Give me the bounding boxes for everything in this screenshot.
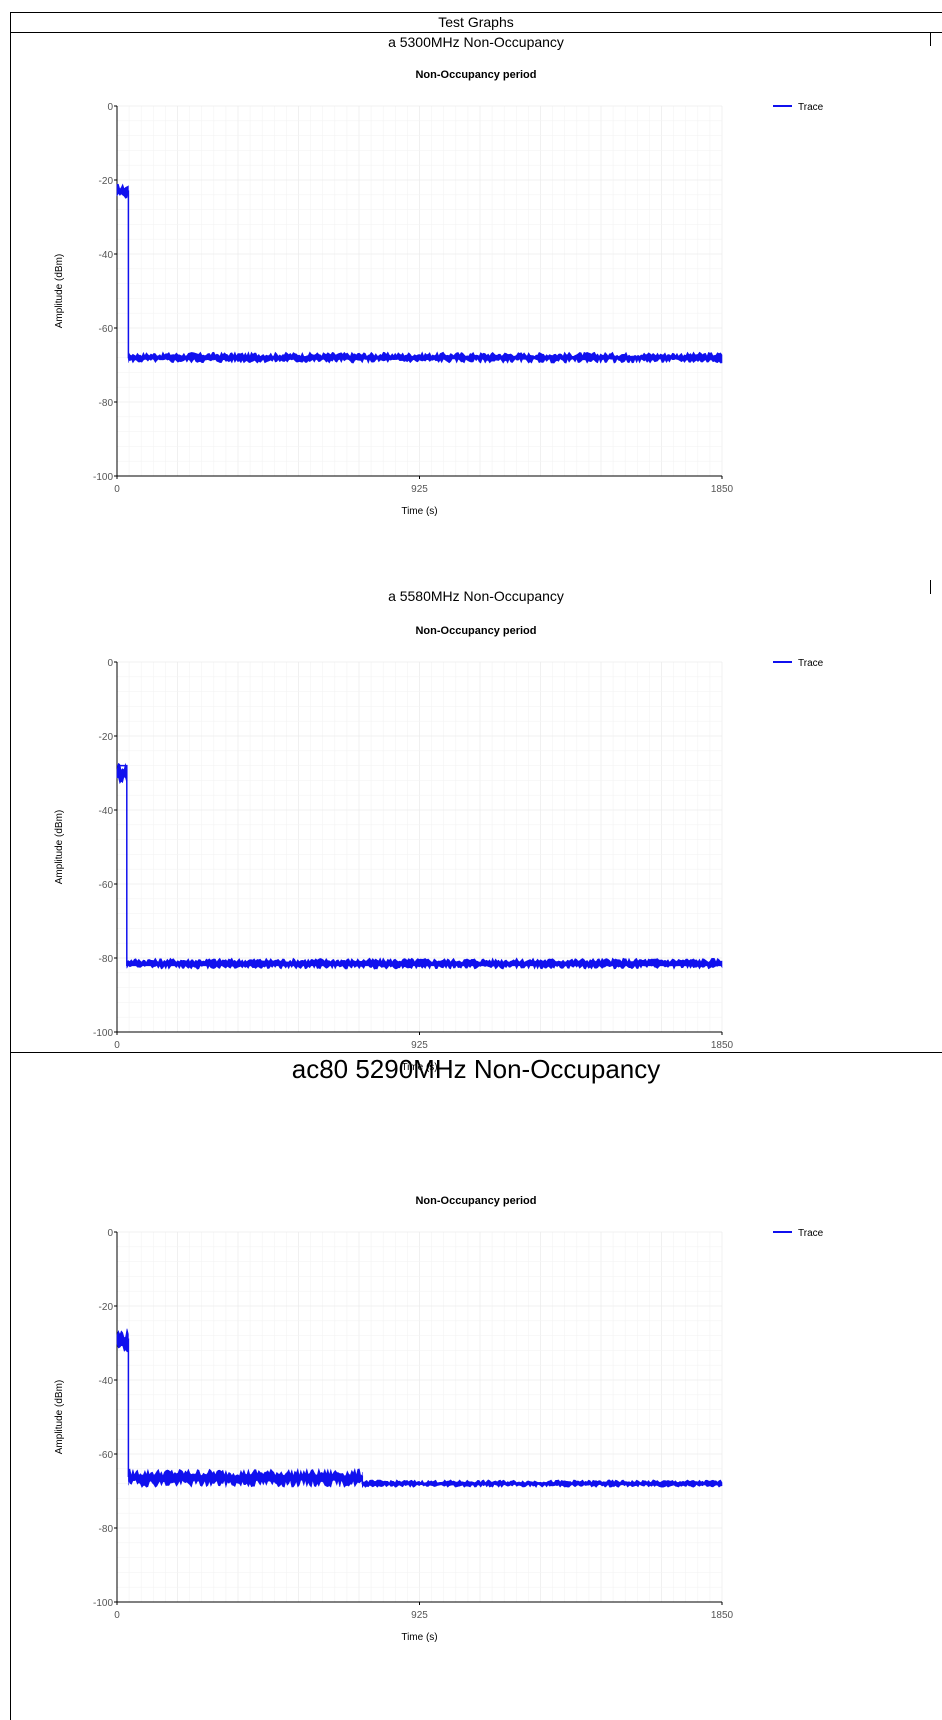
legend-label: Trace [798, 102, 824, 113]
series-band [116, 1328, 723, 1489]
section-title: ac80 5290MHz Non-Occupancy [291, 1054, 661, 1084]
divider-tick [930, 32, 931, 46]
page-title: Test Graphs [438, 14, 514, 30]
y-tick-label: -100 [93, 1028, 113, 1039]
x-tick-label: 1850 [711, 1610, 734, 1621]
series-band [116, 183, 723, 364]
x-tick-label: 0 [114, 484, 120, 495]
divider-tick [10, 580, 11, 594]
divider-tick [930, 580, 931, 594]
x-tick-label: 0 [114, 1610, 120, 1621]
section-title: a 5300MHz Non-Occupancy [388, 34, 564, 50]
chart-title: Non-Occupancy period [415, 625, 536, 637]
title-divider [10, 32, 942, 33]
series-line [117, 190, 722, 359]
y-tick-label: -60 [99, 324, 114, 335]
y-tick-label: -80 [99, 954, 114, 965]
y-tick-label: -20 [99, 732, 114, 743]
y-axis-label: Amplitude (dBm) [54, 254, 65, 328]
y-tick-label: -40 [99, 806, 114, 817]
y-tick-label: -60 [99, 1450, 114, 1461]
y-tick-label: 0 [107, 102, 113, 113]
y-axis-label: Amplitude (dBm) [54, 810, 65, 884]
section-divider [10, 1052, 942, 1053]
chart-title: Non-Occupancy period [415, 69, 536, 81]
x-tick-label: 925 [411, 1610, 428, 1621]
legend-label: Trace [798, 1228, 824, 1239]
series-line [117, 1338, 722, 1485]
y-tick-label: -60 [99, 880, 114, 891]
y-tick-label: -20 [99, 176, 114, 187]
series-line [117, 764, 722, 967]
x-tick-label: 1850 [711, 484, 734, 495]
x-tick-label: 925 [411, 484, 428, 495]
x-tick-label: 1850 [711, 1040, 734, 1051]
y-tick-label: 0 [107, 1228, 113, 1239]
y-tick-label: -20 [99, 1302, 114, 1313]
series-band [116, 762, 723, 970]
x-axis-label: Time (s) [401, 506, 437, 517]
x-axis-label: Time (s) [401, 1062, 437, 1073]
section-title: a 5580MHz Non-Occupancy [388, 588, 564, 604]
legend-label: Trace [798, 658, 824, 669]
y-tick-label: -80 [99, 398, 114, 409]
y-tick-label: 0 [107, 658, 113, 669]
chart-title: Non-Occupancy period [415, 1195, 536, 1207]
y-tick-label: -100 [93, 472, 113, 483]
divider-tick [10, 32, 11, 46]
y-axis-label: Amplitude (dBm) [54, 1380, 65, 1454]
y-tick-label: -100 [93, 1598, 113, 1609]
x-axis-label: Time (s) [401, 1632, 437, 1643]
y-tick-label: -40 [99, 1376, 114, 1387]
y-tick-label: -80 [99, 1524, 114, 1535]
y-tick-label: -40 [99, 250, 114, 261]
report-frame [10, 12, 942, 1720]
x-tick-label: 0 [114, 1040, 120, 1051]
x-tick-label: 925 [411, 1040, 428, 1051]
